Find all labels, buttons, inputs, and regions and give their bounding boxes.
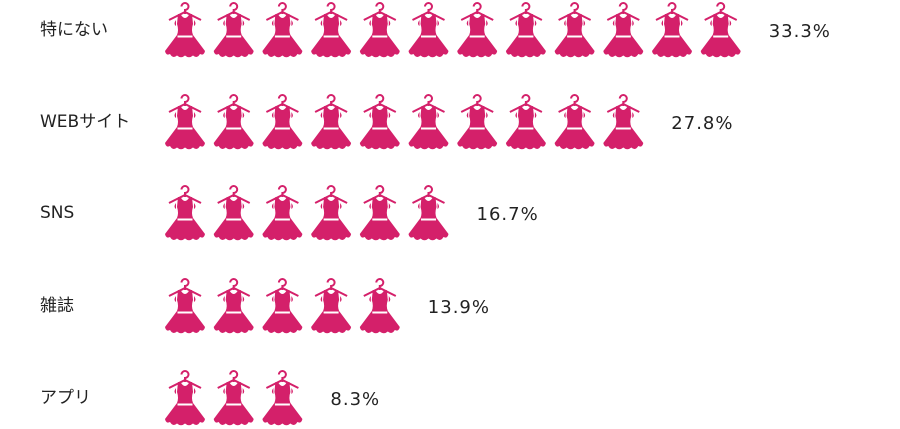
category-label: WEBサイト [40, 112, 130, 132]
dress-icon [407, 94, 450, 151]
value-label: 8.3% [330, 389, 380, 410]
dress-icon [310, 278, 353, 335]
dress-icon [212, 94, 255, 151]
icon-row [164, 370, 304, 427]
dress-icon [212, 185, 255, 242]
dress-icon [212, 370, 255, 427]
dress-icon [310, 2, 353, 59]
dress-icon [602, 2, 645, 59]
dress-icon [407, 2, 450, 59]
dress-icon [164, 185, 206, 242]
dress-icon [651, 2, 693, 59]
value-label: 33.3% [769, 21, 831, 42]
dress-icon [310, 94, 353, 151]
dress-icon [553, 2, 596, 59]
dress-icon [504, 94, 547, 151]
category-label: SNS [40, 203, 74, 223]
icon-row [164, 278, 401, 335]
dress-icon [164, 2, 206, 59]
dress-icon [358, 2, 401, 59]
dress-icon [261, 185, 304, 242]
icon-row [164, 94, 645, 151]
icon-row [164, 185, 450, 242]
value-label: 27.8% [671, 113, 733, 134]
dress-icon [456, 2, 499, 59]
dress-icon [504, 2, 547, 59]
dress-icon [699, 2, 742, 59]
dress-icon [407, 185, 450, 242]
dress-icon [310, 185, 353, 242]
dress-icon [164, 370, 206, 427]
dress-icon [456, 94, 499, 151]
dress-icon [164, 278, 206, 335]
dress-icon [164, 94, 206, 151]
dress-icon [212, 2, 255, 59]
dress-icon [358, 278, 401, 335]
value-label: 13.9% [428, 297, 490, 318]
category-label: 特にない [40, 20, 108, 40]
dress-icon [261, 370, 304, 427]
dress-icon [212, 278, 255, 335]
dress-icon [358, 185, 401, 242]
category-label: 雑誌 [40, 296, 74, 316]
dress-icon [602, 94, 645, 151]
value-label: 16.7% [477, 204, 539, 225]
dress-icon [261, 2, 304, 59]
icon-row [164, 2, 742, 59]
dress-icon [261, 94, 304, 151]
dress-icon [553, 94, 596, 151]
dress-icon [261, 278, 304, 335]
dress-icon [358, 94, 401, 151]
category-label: アプリ [40, 388, 91, 408]
